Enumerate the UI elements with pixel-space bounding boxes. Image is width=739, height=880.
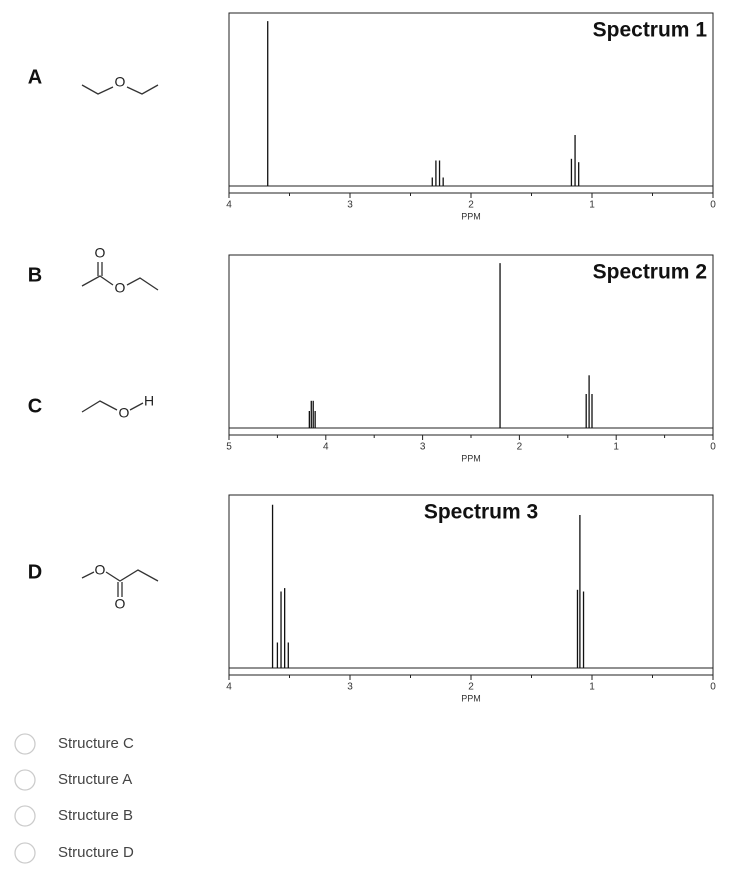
spectrum-title: Spectrum 3 — [424, 501, 538, 524]
radio-button[interactable] — [14, 769, 36, 791]
tick-label: 1 — [613, 442, 619, 453]
tick-label: 1 — [589, 682, 595, 693]
option-label[interactable]: Structure B — [58, 807, 133, 824]
option-label[interactable]: Structure D — [58, 844, 134, 861]
tick-label: 3 — [347, 200, 353, 211]
tick-label: 3 — [347, 682, 353, 693]
bond — [81, 275, 114, 287]
bond — [81, 400, 118, 413]
bond — [129, 402, 144, 411]
tick-label: 4 — [323, 442, 329, 453]
tick-label: 3 — [420, 442, 426, 453]
radio-button[interactable] — [14, 842, 36, 864]
radio-button[interactable] — [14, 733, 36, 755]
tick-label: 2 — [468, 200, 474, 211]
atom-label: O — [119, 405, 130, 421]
bond — [81, 84, 114, 95]
tick-label: 0 — [710, 682, 716, 693]
tick-label: 4 — [226, 200, 232, 211]
structure-label: B — [28, 264, 42, 286]
axis-label: PPM — [461, 211, 481, 221]
tick-label: 1 — [589, 200, 595, 211]
bond — [126, 84, 159, 95]
axis-label: PPM — [461, 453, 481, 463]
tick-label: 0 — [710, 200, 716, 211]
bond — [105, 569, 159, 582]
atom-label: O — [95, 245, 106, 261]
atom-label: O — [115, 280, 126, 296]
atom-label: O — [115, 74, 126, 90]
structure-label: A — [28, 66, 42, 88]
axis-label: PPM — [461, 693, 481, 703]
bond — [81, 571, 95, 579]
tick-label: 2 — [517, 442, 523, 453]
spectrum-title: Spectrum 2 — [593, 261, 707, 284]
spectrum-title: Spectrum 1 — [593, 19, 708, 42]
option-label[interactable]: Structure A — [58, 771, 132, 788]
option-label[interactable]: Structure C — [58, 735, 134, 752]
tick-label: 2 — [468, 682, 474, 693]
atom-label: O — [115, 596, 126, 612]
tick-label: 4 — [226, 682, 232, 693]
structure-label: C — [28, 395, 42, 417]
structure-label: D — [28, 561, 42, 583]
radio-button[interactable] — [14, 805, 36, 827]
tick-label: 5 — [226, 442, 232, 453]
atom-label: H — [144, 393, 154, 409]
tick-label: 0 — [710, 442, 716, 453]
structure-drawings — [81, 84, 159, 597]
atom-label: O — [95, 562, 106, 578]
bond — [126, 277, 159, 291]
